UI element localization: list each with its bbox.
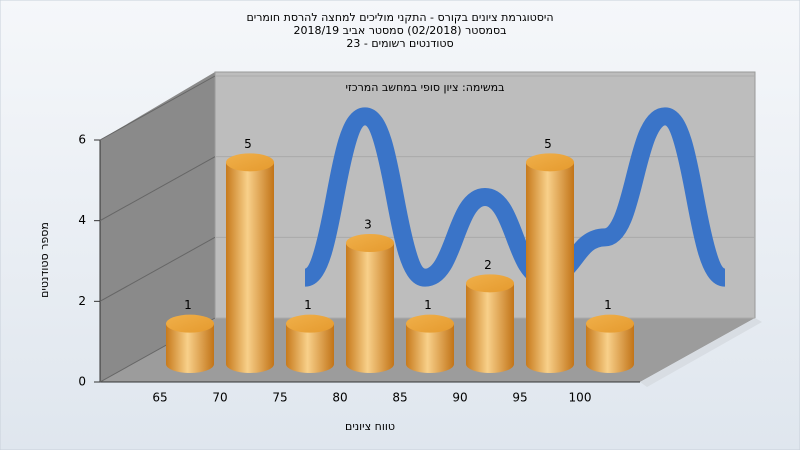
- bar-top: [526, 153, 574, 172]
- value-label: 1: [424, 298, 432, 312]
- x-axis-label: טווח ציונים: [345, 420, 395, 433]
- y-axis-label: מספר סטודנטים: [38, 222, 51, 298]
- value-label: 1: [304, 298, 312, 312]
- bar: [346, 243, 394, 373]
- bar-top: [586, 314, 634, 333]
- bar: [286, 323, 334, 373]
- bar: [586, 323, 634, 373]
- y-tick-label: 2: [78, 294, 86, 308]
- value-label: 1: [184, 298, 192, 312]
- value-label: 5: [244, 137, 252, 151]
- titles: היסטוגרמת ציונים בקורס - התקני מוליכים ל…: [246, 11, 553, 50]
- floor-edge: [640, 318, 762, 387]
- left-wall: [100, 72, 215, 382]
- x-tick-label: 100: [569, 391, 592, 405]
- bar-top: [406, 314, 454, 333]
- value-label: 2: [484, 258, 492, 272]
- value-label: 1: [604, 298, 612, 312]
- y-tick-label: 4: [78, 213, 86, 227]
- grid-line: [99, 156, 216, 222]
- bar-top: [466, 274, 514, 293]
- grid-line: [99, 236, 216, 302]
- bar-top: [226, 153, 274, 172]
- bar-top: [286, 314, 334, 333]
- x-tick-label: 80: [332, 391, 347, 405]
- bar: [166, 323, 214, 373]
- subtitle: במשימה: ציון סופי במחשב המרכזי: [345, 81, 504, 94]
- x-tick-label: 85: [392, 391, 407, 405]
- bar: [226, 162, 274, 373]
- x-tick-label: 75: [272, 391, 287, 405]
- value-label: 3: [364, 218, 372, 232]
- bar-top: [346, 234, 394, 252]
- x-tick-label: 65: [152, 391, 167, 405]
- y-tick-label: 0: [78, 375, 86, 389]
- value-label: 5: [544, 137, 552, 151]
- bar: [466, 283, 514, 373]
- grid-line: [99, 75, 216, 141]
- y-tick-label: 6: [78, 133, 86, 147]
- bar-top: [166, 314, 214, 333]
- bar: [406, 323, 454, 373]
- title-line: בסמסטר (02/2018) סמסטר אביב 2018/19: [293, 24, 506, 37]
- x-tick-label: 95: [512, 391, 527, 405]
- x-tick-label: 90: [452, 391, 467, 405]
- title-line: היסטוגרמת ציונים בקורס - התקני מוליכים ל…: [246, 11, 553, 24]
- bar: [526, 162, 574, 373]
- title-line: סטודנטים רשומים - 23: [346, 37, 453, 50]
- ribbon-line: [301, 107, 729, 287]
- x-tick-label: 70: [212, 391, 227, 405]
